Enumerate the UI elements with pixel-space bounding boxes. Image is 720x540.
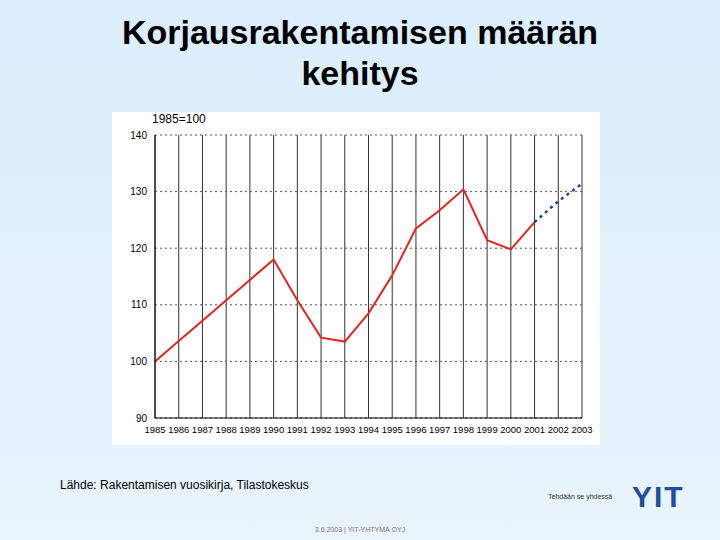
svg-text:1999: 1999 xyxy=(477,424,498,435)
svg-text:120: 120 xyxy=(130,243,147,254)
svg-text:130: 130 xyxy=(130,186,147,197)
svg-text:1994: 1994 xyxy=(358,424,379,435)
svg-text:2003: 2003 xyxy=(571,424,592,435)
svg-text:110: 110 xyxy=(131,299,147,310)
svg-text:2002: 2002 xyxy=(548,424,569,435)
svg-text:1989: 1989 xyxy=(239,424,260,435)
svg-text:1986: 1986 xyxy=(168,424,189,435)
svg-text:1985: 1985 xyxy=(144,424,165,435)
html-text:Tehdään se yhdessä: Tehdään se yhdessä xyxy=(548,493,613,500)
html-text:YIT: YIT xyxy=(632,480,685,513)
html-text:Lähde: Rakentamisen vuosikirja: Lähde: Rakentamisen vuosikirja, Tilastok… xyxy=(60,478,309,492)
svg-text:1991: 1991 xyxy=(287,424,308,435)
html-text:3.6.2003 | YIT-YHTYMÄ OYJ: 3.6.2003 | YIT-YHTYMÄ OYJ xyxy=(314,526,406,533)
svg-text:1998: 1998 xyxy=(453,424,474,435)
svg-text:1993: 1993 xyxy=(334,424,355,435)
svg-text:2000: 2000 xyxy=(500,424,521,435)
svg-text:2001: 2001 xyxy=(524,424,545,435)
svg-text:1995: 1995 xyxy=(382,424,403,435)
html-text:1985=100: 1985=100 xyxy=(152,112,206,126)
svg-text:1987: 1987 xyxy=(192,424,213,435)
svg-text:1990: 1990 xyxy=(263,424,284,435)
svg-text:1996: 1996 xyxy=(405,424,426,435)
svg-text:1997: 1997 xyxy=(429,424,450,435)
svg-text:140: 140 xyxy=(130,130,147,141)
svg-text:100: 100 xyxy=(130,356,147,367)
svg-text:90: 90 xyxy=(136,413,148,424)
svg-text:1988: 1988 xyxy=(216,424,237,435)
html-text:Korjausrakentamisen määrän keh: Korjausrakentamisen määrän kehitys xyxy=(121,13,599,92)
svg-text:1992: 1992 xyxy=(310,424,331,435)
